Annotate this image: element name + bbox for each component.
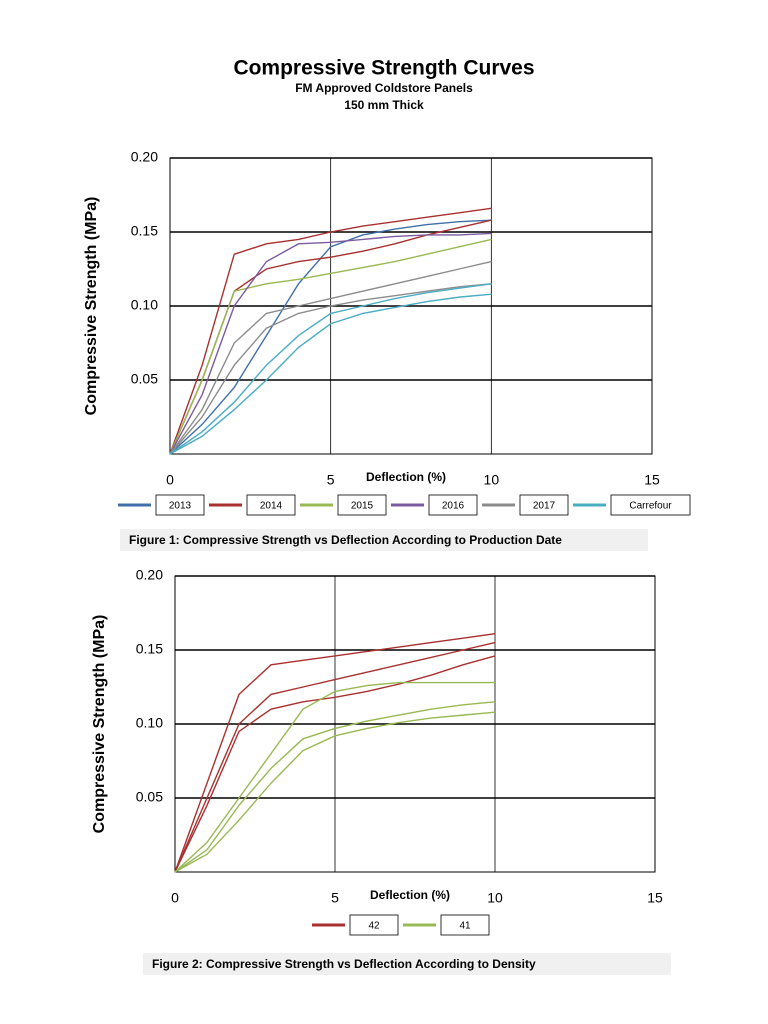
y-tick-label: 0.20 [136,567,163,583]
curve [169,283,492,455]
caption-box [143,953,671,975]
legend-label: 41 [459,921,471,932]
x-axis-title: Deflection (%) [370,888,450,902]
x-tick-label: 10 [484,472,500,488]
curve [169,238,492,455]
curve [174,711,496,873]
x-tick-label: 0 [166,472,174,488]
x-tick-label: 15 [644,472,660,488]
curve [169,293,492,455]
x-tick-label: 5 [331,890,339,906]
legend-box [440,914,490,936]
x-tick-label: 15 [647,890,663,906]
legend-box [519,494,569,516]
curve [174,681,495,873]
y-axis-title: Compressive Strength (MPa) [91,615,108,834]
x-tick-label: 5 [327,472,335,488]
legend-box [246,494,296,516]
curve [169,219,492,455]
caption-box [120,529,648,551]
y-tick-label: 0.05 [131,371,158,387]
curve [169,232,492,455]
legend-label: 2016 [442,501,465,512]
legend-box [337,494,387,516]
legend-label: 2013 [169,501,192,512]
x-axis-title: Deflection (%) [366,470,446,484]
y-tick-label: 0.05 [136,789,163,805]
page-title: Compressive Strength Curves [233,57,534,80]
y-tick-label: 0.15 [136,641,163,657]
curve [169,207,492,455]
legend-label: 2015 [351,501,374,512]
thickness: 150 mm Thick [344,98,424,112]
legend-box [428,494,478,516]
x-tick-label: 0 [171,890,179,906]
legend-label: 42 [368,921,380,932]
x-tick-label: 10 [487,890,503,906]
caption: Figure 2: Compressive Strength vs Deflec… [152,957,536,971]
legend-label: Carrefour [629,501,672,512]
curve [174,701,496,873]
y-tick-label: 0.10 [136,715,163,731]
subtitle: FM Approved Coldstore Panels [295,81,473,95]
y-tick-label: 0.10 [131,297,158,313]
curve [169,260,492,455]
curve [174,655,496,873]
curve [169,283,492,455]
y-axis-title: Compressive Strength (MPa) [83,197,100,416]
curve [174,633,496,873]
legend-label: 2017 [533,501,556,512]
legend-box [349,914,399,936]
caption: Figure 1: Compressive Strength vs Deflec… [129,533,562,547]
y-tick-label: 0.15 [131,223,158,239]
y-tick-label: 0.20 [131,149,158,165]
legend-box [610,494,691,516]
curve [174,641,496,873]
legend-label: 2014 [260,501,283,512]
legend-box [155,494,205,516]
